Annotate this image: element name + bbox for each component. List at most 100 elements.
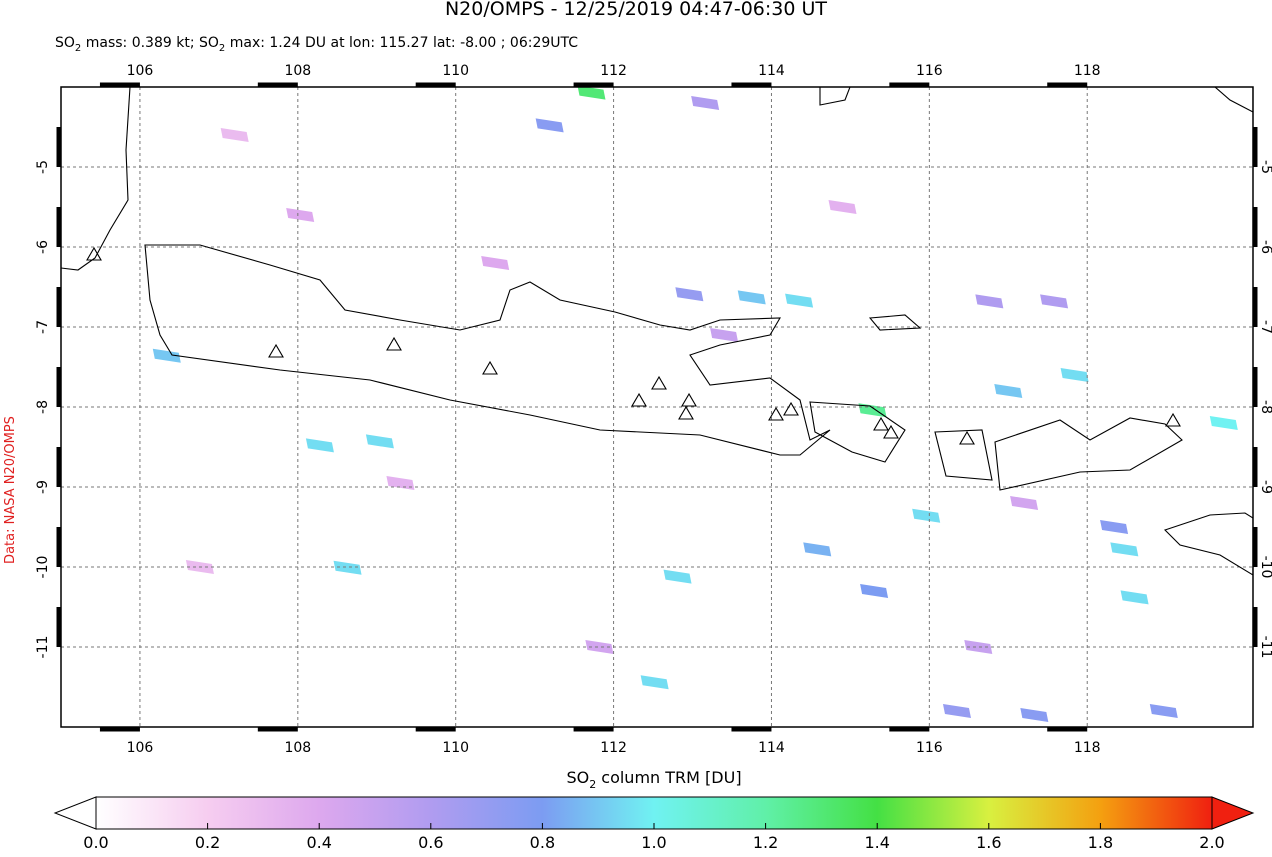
colorbar-tick-label: 1.4 [864,833,889,852]
y-tick-label: -6 [1258,240,1272,254]
subtitle-part: max: 1.24 DU at lon: 115.27 lat: -8.00 ;… [225,35,578,51]
java [144,244,831,456]
so2-cell [1060,368,1089,382]
x-tick-label: 118 [1074,63,1101,79]
so2-cell [1020,708,1049,722]
x-tick-label: 108 [284,63,311,79]
so2-cell [942,704,971,718]
volcano [482,360,498,375]
y-tick-label: -6 [35,240,51,254]
volcano [86,246,102,261]
x-tick-label: 118 [1074,740,1101,756]
colorbar: 0.0 0.2 0.4 0.6 0.8 1.0 1.2 1.4 1.6 1.8 2.0 [53,796,1255,852]
volcano [268,343,284,358]
so2-cell [675,287,704,302]
so2-cell [386,476,415,490]
so2-cell [803,542,832,557]
volcano [1165,412,1181,427]
colorbar-tick-label: 0.2 [195,833,220,852]
grid: 106 106 108 108 110 110 112 112 114 114 116 116 118 1… [35,63,1272,756]
y-tick-label: -10 [1258,556,1272,579]
so2-cell [964,640,993,654]
colorbar-arrow-low [53,796,97,830]
subtitle-part: 2 [219,43,225,54]
borneo [1214,87,1253,113]
volcano [873,416,889,431]
x-tick-label: 112 [600,740,627,756]
colorbar-tick-label: 1.2 [753,833,778,852]
colorbar-label-part: column TRM [DU] [596,768,741,787]
colorbar-tick-label: 0.8 [530,833,555,852]
subtitle: SO2 mass: 0.389 kt; SO2 max: 1.24 DU at … [55,35,578,54]
so2-cell [585,640,614,654]
x-tick-label: 110 [442,63,469,79]
x-tick-label: 116 [916,740,943,756]
colorbar-arrow-high [1211,796,1255,830]
so2-cell [577,87,606,100]
volcano [651,375,667,390]
sumba [1163,512,1253,576]
x-tick-label: 110 [442,740,469,756]
so2-cell [975,294,1004,309]
so2-cell [663,569,692,584]
sumbawa [994,417,1183,491]
colorbar-tick-label: 1.0 [641,833,666,852]
credit: Data: NASA N20/OMPS [3,416,18,564]
so2-cell [220,128,249,142]
so2-cell [535,118,564,133]
y-tick-label: -7 [1258,320,1272,334]
y-tick-label: -10 [35,556,51,579]
so2-cell [333,560,362,575]
so2-cell [1209,416,1238,430]
bali [809,401,906,463]
subtitle-part: SO [55,35,75,51]
volcano [681,392,697,407]
so2-cell [737,290,766,305]
x-tick-label: 112 [600,63,627,79]
y-tick-label: -5 [35,160,51,174]
y-tick-label: -8 [35,400,51,414]
colorbar-label-part: SO [566,768,589,787]
so2-cell [785,293,814,308]
map-frame [60,86,1254,728]
colorbar-tick-label: 2.0 [1199,833,1224,852]
so2-cell [1149,704,1178,718]
y-tick-label: -11 [35,636,51,659]
so2-cell [365,434,394,449]
volcanoes [86,246,1181,445]
y-tick-label: -8 [1258,400,1272,414]
x-tick-label: 106 [127,740,154,756]
volcano [959,430,975,445]
x-tick-label: 108 [284,740,311,756]
y-tick-label: -7 [35,320,51,334]
sulawesi-coast [819,87,851,106]
colorbar-tick-label: 0.0 [83,833,108,852]
so2-cell [994,384,1023,398]
so2-cell [828,200,857,214]
volcano [783,401,799,416]
so2-cell [912,508,941,523]
so2-cell [1010,496,1039,510]
so2-cell [286,208,315,222]
so2-cell [1110,542,1139,557]
so2-cell [1040,294,1069,309]
so2-cell [152,348,181,363]
volcano [631,392,647,407]
y-tick-label: -9 [1258,480,1272,494]
so2-cell [1100,520,1129,534]
kangean [868,314,922,331]
x-tick-label: 114 [758,63,785,79]
so2-cell [710,328,739,342]
so2-cell [481,256,510,270]
so2-cell [691,96,720,110]
colorbar-tick-label: 1.8 [1088,833,1113,852]
coastlines [61,87,1253,576]
volcano [386,336,402,351]
colorbar-tick-label: 0.6 [418,833,443,852]
sumatra [61,87,131,271]
x-tick-label: 106 [127,63,154,79]
so2-cell [860,584,889,598]
x-tick-label: 114 [758,740,785,756]
subtitle-part: 2 [75,43,81,54]
